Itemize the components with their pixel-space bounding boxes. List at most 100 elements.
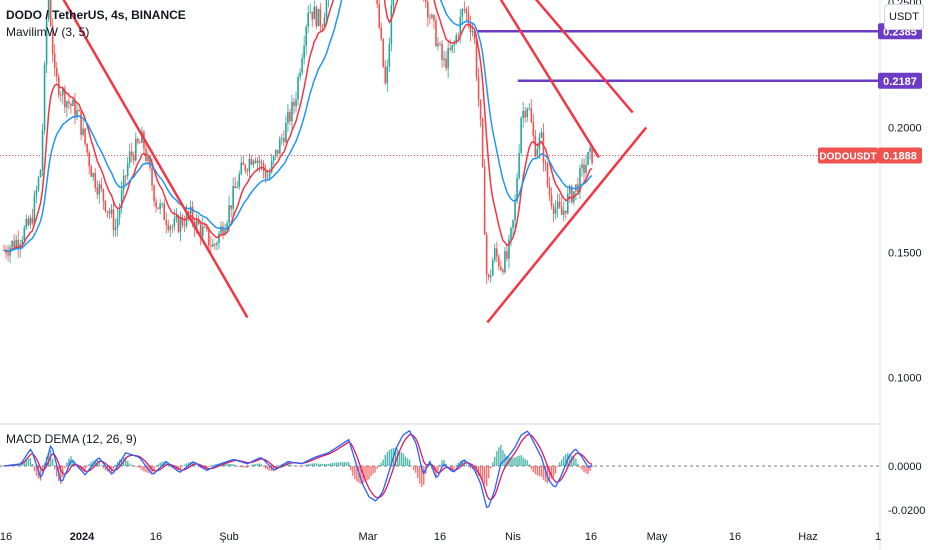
candle-body (181, 217, 184, 225)
candle-body (581, 164, 583, 169)
macd-histogram-bar (350, 466, 352, 471)
candle-body (311, 11, 314, 20)
macd-histogram-bar (453, 466, 455, 469)
macd-histogram-bar (445, 463, 447, 466)
candle-body (506, 251, 508, 259)
trendline (486, 126, 648, 324)
candle-body (552, 205, 555, 214)
candle-body (591, 147, 593, 164)
candle-body (571, 186, 573, 203)
candle-body (386, 66, 389, 84)
last-price-tag (878, 147, 922, 164)
candle-body (485, 234, 488, 275)
time-tick-label: Haz (798, 531, 818, 543)
macd-histogram-bar (127, 460, 129, 466)
macd-histogram-bar (293, 465, 295, 467)
macd-histogram-bar (390, 448, 393, 466)
macd-histogram-bar (528, 464, 530, 466)
macd-histogram-bar (447, 466, 449, 467)
macd-title: MACD DEMA (12, 26, 9) (6, 432, 137, 446)
currency-button[interactable]: USDT (884, 4, 924, 30)
candle-body (504, 251, 506, 273)
candle-body (153, 185, 155, 202)
macd-histogram-bar (348, 462, 350, 466)
macd-histogram-bar (214, 464, 216, 466)
macd-histogram-bar (569, 453, 571, 466)
macd-histogram-bar (327, 463, 330, 466)
macd-histogram-bar (374, 466, 376, 473)
time-tick-label: Mar (359, 531, 378, 543)
candle-body (562, 210, 565, 215)
macd-histogram-bar (60, 466, 62, 485)
macd-histogram-bar (185, 463, 188, 466)
macd-histogram-bar (544, 466, 547, 482)
macd-histogram-bar (494, 456, 496, 466)
macd-histogram-bar (524, 459, 526, 466)
candle-body (86, 143, 88, 153)
candle-body (500, 266, 502, 270)
candle-body (137, 138, 139, 143)
candle-body (226, 223, 228, 230)
candle-body (230, 205, 232, 209)
macd-histogram-bar (368, 466, 370, 480)
macd-histogram-bar (244, 466, 247, 468)
candle-body (451, 44, 453, 50)
macd-histogram-bar (522, 457, 524, 466)
candle-body (124, 175, 127, 177)
macd-histogram-bar (295, 466, 297, 467)
candle-body (55, 68, 58, 77)
macd-histogram-bar (43, 463, 46, 466)
macd-histogram-bar (195, 465, 198, 467)
macd-histogram-bar (329, 463, 332, 466)
candle-body (175, 216, 178, 219)
macd-histogram-bar (56, 466, 58, 477)
macd-histogram-bar (382, 459, 384, 466)
candle-body (498, 256, 500, 267)
candle-body (291, 101, 293, 122)
macd-histogram-bar (301, 466, 303, 467)
time-axis[interactable]: 16 2024 16 Şub Mar 16 Nis 16 May 16 Haz 1 (0, 531, 881, 543)
macd-histogram-bar (500, 444, 502, 466)
candle-body (47, 0, 50, 20)
candle-body (51, 25, 54, 54)
candle-body (29, 217, 32, 226)
candle-body (493, 248, 496, 261)
macd-histogram-bar (254, 463, 257, 466)
candle-body (13, 240, 15, 248)
macd-histogram-bar (197, 466, 200, 468)
candle-body (35, 189, 38, 196)
macd-histogram-bar (323, 463, 326, 466)
candle-body (94, 173, 97, 188)
candle-body (147, 156, 149, 161)
macd-histogram-bar (208, 466, 210, 468)
macd-histogram-bar (165, 460, 167, 466)
candle-body (516, 178, 518, 202)
trendline (534, 0, 634, 114)
macd-histogram-bar (487, 466, 490, 479)
candle-body (149, 156, 151, 168)
macd-histogram-bar (309, 463, 311, 466)
candle-body (471, 31, 474, 33)
macd-histogram-bar (19, 465, 21, 466)
candle-body (569, 186, 571, 194)
macd-histogram-bar (234, 464, 236, 466)
macd-histogram-bar (21, 463, 23, 466)
candle-body (216, 243, 218, 245)
macd-histogram-bar (354, 466, 356, 480)
candle-body (179, 217, 182, 232)
candle-body (84, 128, 86, 144)
candle-body (112, 209, 115, 231)
candle-body (7, 253, 9, 256)
candle-body (62, 88, 64, 96)
macd-histogram-bar (181, 466, 184, 467)
candle-body (27, 218, 30, 226)
macd-histogram-bar (469, 466, 472, 469)
macd-histogram-bar (335, 462, 338, 466)
candle-body (236, 186, 239, 189)
macd-histogram-bar (238, 466, 240, 467)
candle-body (268, 171, 271, 179)
macd-histogram-bar (394, 447, 397, 466)
candle-body (587, 152, 589, 165)
candle-body (21, 240, 24, 245)
